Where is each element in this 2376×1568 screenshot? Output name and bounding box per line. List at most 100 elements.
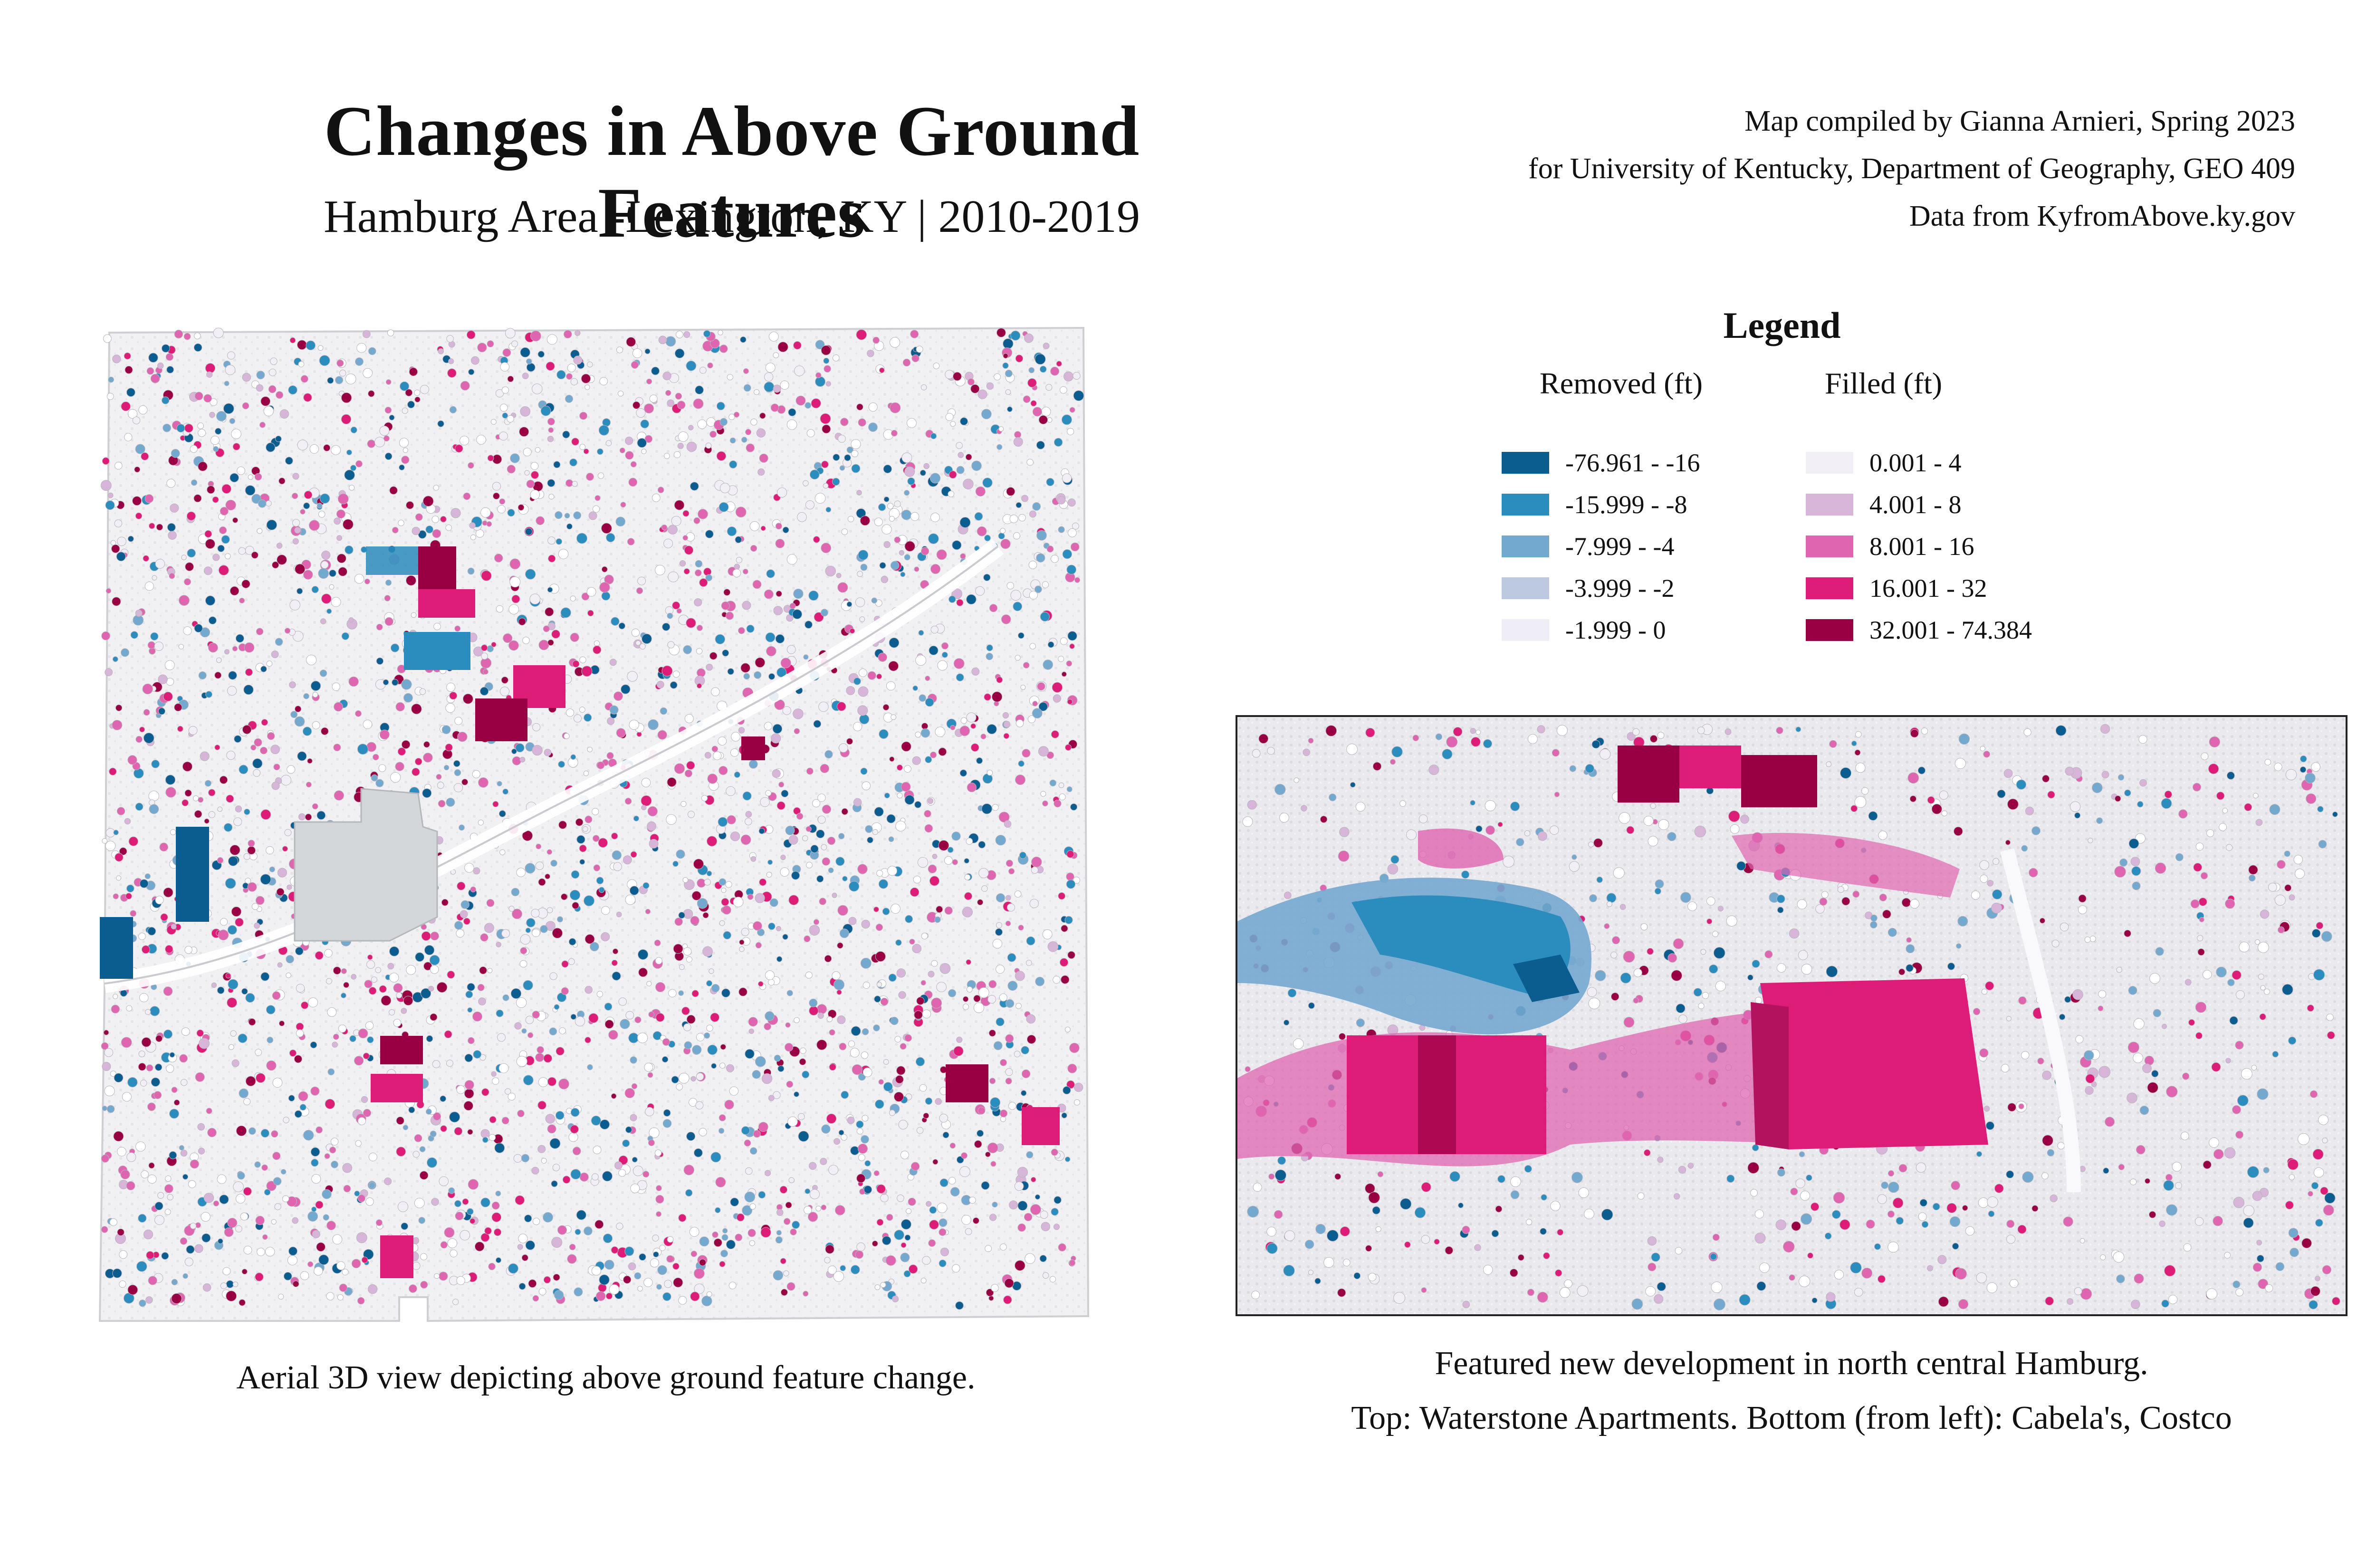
change-point: [641, 795, 652, 806]
change-point: [564, 513, 570, 519]
change-point: [1654, 1294, 1664, 1304]
change-point: [883, 1082, 893, 1091]
change-point: [914, 566, 920, 572]
change-point: [1613, 867, 1625, 879]
change-point: [851, 1265, 860, 1274]
change-point: [1042, 929, 1053, 939]
change-point: [951, 832, 961, 841]
change-point: [981, 1181, 990, 1190]
change-point: [113, 1131, 124, 1142]
change-point: [2016, 779, 2027, 790]
change-point: [641, 778, 651, 787]
change-point: [850, 1048, 860, 1058]
change-point: [2007, 798, 2019, 810]
change-point: [482, 1137, 489, 1143]
change-point: [226, 1291, 237, 1302]
change-point: [1014, 890, 1022, 898]
change-point: [1604, 923, 1610, 929]
change-point: [430, 931, 439, 941]
change-point: [584, 815, 593, 823]
change-point: [941, 642, 948, 650]
change-point: [929, 645, 939, 656]
change-point: [2195, 1032, 2203, 1040]
change-point: [641, 805, 647, 811]
change-point: [667, 1236, 674, 1243]
change-point: [526, 479, 535, 488]
change-point: [686, 618, 696, 628]
change-point: [389, 1009, 395, 1015]
change-point: [924, 810, 931, 818]
change-point: [921, 933, 928, 939]
change-point: [1258, 734, 1269, 744]
change-point: [599, 1119, 610, 1130]
change-point: [817, 794, 826, 802]
change-point: [593, 505, 600, 513]
change-point: [883, 464, 892, 474]
change-point: [727, 668, 734, 675]
change-point: [170, 503, 179, 513]
change-point: [646, 981, 652, 986]
change-point: [280, 774, 291, 786]
change-point: [667, 612, 673, 619]
change-point: [519, 427, 529, 437]
change-point: [2199, 917, 2204, 922]
change-point: [2098, 1066, 2111, 1078]
change-point: [477, 343, 487, 353]
change-point: [1979, 860, 1990, 870]
change-point: [526, 363, 536, 372]
change-point: [547, 1077, 557, 1086]
change-point: [2084, 937, 2091, 943]
change-point: [1015, 774, 1025, 785]
change-point: [891, 430, 898, 437]
change-point: [2254, 939, 2261, 945]
change-point: [1005, 1078, 1012, 1085]
change-point: [499, 498, 506, 505]
change-point: [570, 1013, 576, 1020]
change-point: [601, 592, 611, 601]
change-point: [105, 841, 116, 851]
change-point: [780, 1289, 788, 1296]
change-point: [1308, 1002, 1315, 1009]
change-point: [1008, 1102, 1016, 1110]
change-point: [498, 810, 506, 817]
change-point: [634, 1272, 642, 1280]
change-point: [1016, 719, 1024, 727]
change-point: [697, 419, 707, 429]
change-point: [570, 1108, 580, 1117]
change-point: [2119, 858, 2128, 867]
change-point: [776, 801, 786, 810]
change-point: [320, 618, 326, 624]
change-point: [2282, 984, 2293, 995]
change-point: [1577, 1285, 1589, 1297]
change-point: [171, 1279, 178, 1286]
change-point: [164, 1209, 171, 1215]
change-point: [1067, 528, 1077, 537]
change-point: [163, 423, 172, 432]
change-point: [236, 1125, 247, 1137]
change-point: [1053, 975, 1061, 984]
change-point: [2168, 1295, 2178, 1304]
change-point: [321, 561, 329, 569]
change-point: [904, 1234, 911, 1241]
change-point: [584, 384, 590, 390]
change-point: [393, 1019, 402, 1027]
change-point: [535, 1053, 545, 1062]
change-point: [523, 1075, 534, 1086]
change-point: [487, 968, 493, 974]
change-point: [512, 756, 521, 765]
change-point: [996, 893, 1006, 903]
change-point: [1027, 715, 1036, 723]
change-point: [775, 634, 785, 644]
change-point: [247, 882, 257, 892]
change-point: [937, 660, 948, 671]
change-point: [718, 330, 723, 335]
change-point: [310, 680, 321, 691]
change-point: [776, 591, 782, 597]
change-point: [857, 705, 868, 716]
change-point: [117, 536, 126, 546]
change-point: [530, 489, 540, 500]
change-point: [909, 938, 915, 945]
change-point: [1526, 1219, 1533, 1225]
change-point: [2213, 1149, 2224, 1159]
change-point: [630, 1114, 637, 1121]
